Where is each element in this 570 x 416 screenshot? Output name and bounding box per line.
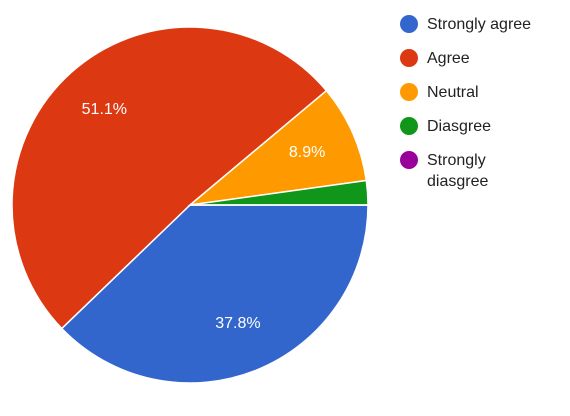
slice-label: 37.8% bbox=[215, 315, 260, 332]
legend-label: Agree bbox=[427, 50, 470, 67]
legend-label: Diasgree bbox=[427, 118, 492, 135]
legend-swatch bbox=[400, 83, 418, 101]
pie-slice bbox=[60, 204, 369, 384]
slice-label: 8.9% bbox=[289, 144, 325, 161]
legend-label: Strongly agree bbox=[427, 16, 532, 33]
pie-slice bbox=[11, 26, 328, 330]
legend-item: Diasgree bbox=[400, 116, 565, 137]
pie-slice bbox=[187, 89, 368, 207]
legend-label: Strongly diasgree bbox=[427, 152, 489, 190]
legend-label: Neutral bbox=[427, 84, 479, 101]
legend-item: Strongly agree bbox=[400, 14, 565, 35]
legend-item: Strongly diasgree bbox=[400, 150, 565, 192]
legend-item: Neutral bbox=[400, 82, 565, 103]
legend-swatch bbox=[400, 117, 418, 135]
slice-label: 51.1% bbox=[82, 101, 127, 118]
legend-swatch bbox=[400, 15, 418, 33]
legend-item: Agree bbox=[400, 48, 565, 69]
legend-swatch bbox=[400, 151, 418, 169]
legend-swatch bbox=[400, 49, 418, 67]
legend: Strongly agree Agree Neutral Diasgree Strong… bbox=[400, 14, 565, 205]
